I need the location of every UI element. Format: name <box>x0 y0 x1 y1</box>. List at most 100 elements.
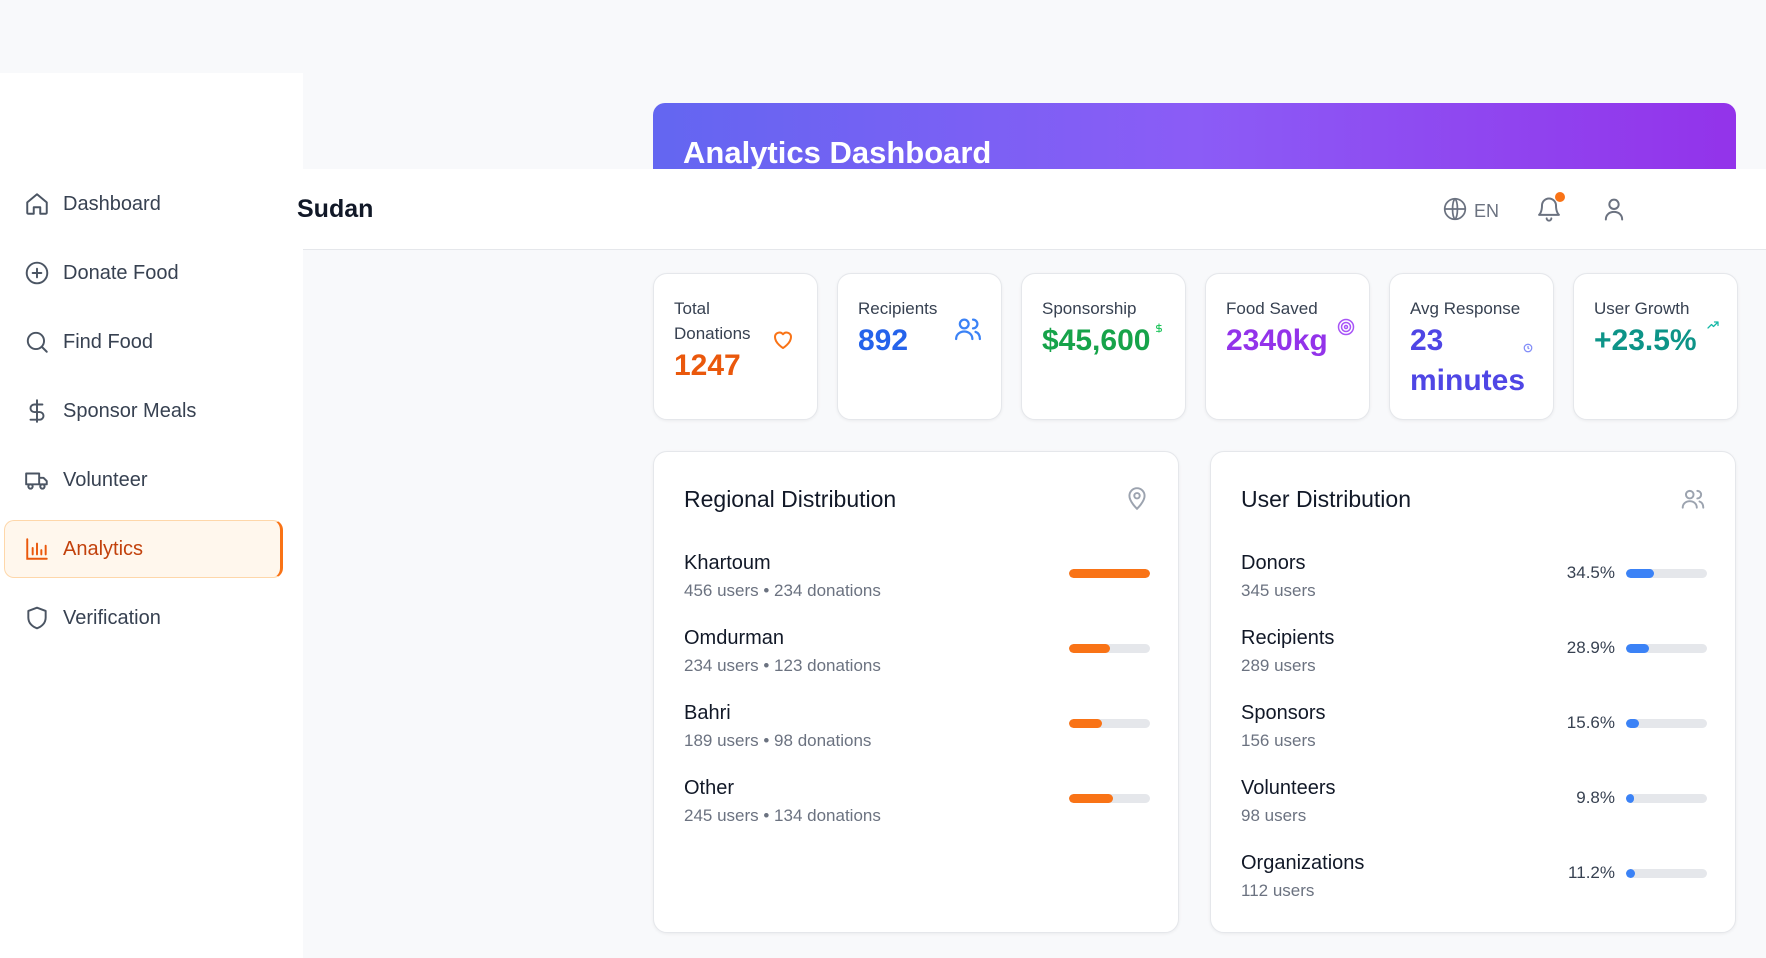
user-type-percent: 9.8% <box>1576 788 1615 807</box>
region-name: Bahri <box>684 702 731 724</box>
stat-card-user-growth: User Growth +23.5% <box>1573 273 1738 420</box>
sidebar-item-volunteer[interactable]: Volunteer <box>4 451 283 509</box>
region-name: Khartoum <box>684 552 771 574</box>
shield-icon <box>24 605 50 631</box>
top-header: Sudan EN <box>297 169 1766 250</box>
user-type-bar-fill <box>1626 644 1650 653</box>
globe-icon <box>1442 196 1468 227</box>
user-type-bar <box>1626 719 1707 728</box>
user-type-percent: 11.2% <box>1568 863 1615 882</box>
user-type-name: Organizations <box>1241 852 1365 874</box>
user-type-percent: 15.6% <box>1566 713 1615 732</box>
list-item: Organizations 112 users 11.2% <box>1241 852 1707 908</box>
region-stats: 234 users • 123 donations <box>684 656 881 675</box>
region-name: Omdurman <box>684 627 785 649</box>
sidebar-item-dashboard[interactable]: Dashboard <box>4 175 283 233</box>
list-item: Recipients 289 users 28.9% <box>1241 627 1707 683</box>
sidebar-item-analytics[interactable]: Analytics <box>4 520 283 578</box>
language-switcher[interactable]: EN <box>1442 196 1499 227</box>
region-bar <box>1069 719 1150 728</box>
home-icon <box>24 191 50 217</box>
analytics-banner: Analytics Dashboard <box>653 103 1736 169</box>
user-type-count: 345 users <box>1241 581 1316 600</box>
sidebar-item-label: Dashboard <box>63 192 161 215</box>
region-bar-fill <box>1069 644 1111 653</box>
region-stats: 456 users • 234 donations <box>684 581 881 600</box>
page-title: Analytics Dashboard <box>683 135 992 169</box>
regional-distribution-panel: Regional Distribution Khartoum 456 users… <box>653 451 1179 933</box>
map-pin-icon <box>1124 486 1150 512</box>
sidebar-item-donate-food[interactable]: Donate Food <box>4 244 283 302</box>
stat-card-total-donations: Total Donations 1247 <box>653 273 818 420</box>
notification-badge <box>1555 192 1565 202</box>
list-item: Volunteers 98 users 9.8% <box>1241 777 1707 833</box>
user-type-count: 112 users <box>1241 881 1315 900</box>
user-type-bar <box>1626 869 1707 878</box>
search-icon <box>24 329 50 355</box>
stat-value-line2: minutes <box>1410 364 1526 397</box>
stat-value-line1: 23 <box>1410 324 1444 357</box>
stat-card-avg-response: Avg Response 23 minutes <box>1389 273 1554 420</box>
user-type-bar <box>1626 569 1707 578</box>
sidebar-item-label: Analytics <box>63 537 144 560</box>
region-bar <box>1069 644 1150 653</box>
region-bar-fill <box>1069 794 1113 803</box>
list-item: Omdurman 234 users • 123 donations <box>684 627 1150 683</box>
region-bar <box>1069 569 1150 578</box>
stat-value: $45,600 <box>1042 324 1151 357</box>
sidebar-item-label: Find Food <box>63 330 154 353</box>
sidebar: Dashboard Donate Food Find Food Sponsor … <box>0 73 303 958</box>
stat-label: User Growth <box>1594 299 1690 318</box>
stat-label: Total Donations <box>674 299 751 343</box>
user-distribution-panel: User Distribution Donors 345 users 34.5%… <box>1210 451 1736 933</box>
sidebar-item-sponsor-meals[interactable]: Sponsor Meals <box>4 382 283 440</box>
list-item: Bahri 189 users • 98 donations <box>684 702 1150 758</box>
user-type-count: 156 users <box>1241 731 1316 750</box>
brand-name: Sudan <box>297 195 374 223</box>
user-type-percent: 34.5% <box>1566 563 1615 582</box>
heart-icon <box>771 328 795 352</box>
list-item: Donors 345 users 34.5% <box>1241 552 1707 608</box>
user-type-bar <box>1626 644 1707 653</box>
notifications-button[interactable] <box>1535 192 1565 223</box>
sidebar-item-find-food[interactable]: Find Food <box>4 313 283 371</box>
user-type-name: Sponsors <box>1241 702 1326 724</box>
user-type-count: 98 users <box>1241 806 1307 825</box>
user-type-bar-fill <box>1626 569 1654 578</box>
truck-icon <box>24 467 50 493</box>
plus-circle-icon <box>24 260 50 286</box>
region-stats: 245 users • 134 donations <box>684 806 881 825</box>
list-item: Other 245 users • 134 donations <box>684 777 1150 833</box>
panel-title: Regional Distribution <box>684 486 897 512</box>
sidebar-item-label: Verification <box>63 606 161 629</box>
user-menu-button[interactable] <box>1600 195 1628 223</box>
list-item: Sponsors 156 users 15.6% <box>1241 702 1707 758</box>
sidebar-item-label: Volunteer <box>63 468 148 491</box>
user-type-bar-fill <box>1626 719 1639 728</box>
users-icon <box>1680 486 1706 512</box>
dollar-icon <box>24 398 50 424</box>
stat-label: Sponsorship <box>1042 299 1137 318</box>
region-bar-fill <box>1069 719 1103 728</box>
region-stats: 189 users • 98 donations <box>684 731 872 750</box>
region-bar <box>1069 794 1150 803</box>
clock-icon <box>1523 343 1533 353</box>
user-type-bar-fill <box>1626 794 1634 803</box>
user-type-name: Volunteers <box>1241 777 1336 799</box>
stat-card-sponsorship: Sponsorship $45,600 <box>1021 273 1186 420</box>
stat-label: Recipients <box>858 299 938 318</box>
region-name: Other <box>684 777 735 799</box>
trending-up-icon <box>1706 319 1720 331</box>
bell-icon <box>1535 197 1563 227</box>
sidebar-item-verification[interactable]: Verification <box>4 589 283 647</box>
stat-value: 2340kg <box>1226 324 1328 357</box>
user-type-name: Recipients <box>1241 627 1335 649</box>
stat-card-food-saved: Food Saved 2340kg <box>1205 273 1370 420</box>
user-type-bar-fill <box>1626 869 1636 878</box>
sidebar-item-label: Donate Food <box>63 261 179 284</box>
sidebar-item-label: Sponsor Meals <box>63 399 197 422</box>
users-icon <box>953 314 983 344</box>
stat-label: Food Saved <box>1226 299 1318 318</box>
stat-value: +23.5% <box>1594 324 1697 357</box>
user-type-count: 289 users <box>1241 656 1316 675</box>
